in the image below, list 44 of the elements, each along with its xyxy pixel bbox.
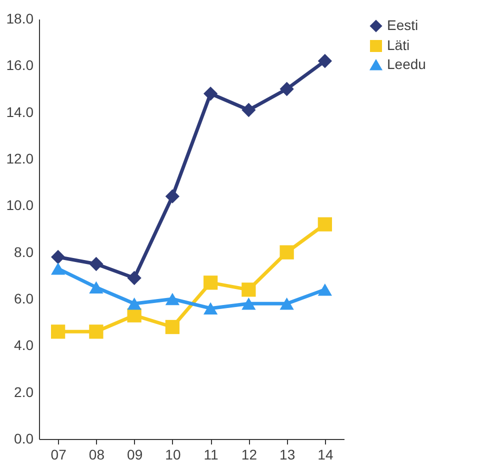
y-tick-label: 8.0 xyxy=(14,244,34,260)
point xyxy=(165,320,180,334)
point xyxy=(242,282,256,297)
point xyxy=(318,54,332,68)
point xyxy=(50,324,66,339)
point xyxy=(89,256,104,272)
y-tick-label: 4.0 xyxy=(14,337,34,354)
point xyxy=(89,324,104,339)
point xyxy=(89,281,104,294)
legend-label: Eesti xyxy=(387,17,418,33)
y-tick-label: 10.0 xyxy=(6,197,34,214)
point xyxy=(203,86,218,101)
y-tick-label: 14.0 xyxy=(6,104,34,120)
x-tick-label: 14 xyxy=(318,446,334,462)
y-tick-label: 0.0 xyxy=(14,430,34,446)
point xyxy=(280,82,294,96)
legend-label: Läti xyxy=(387,37,410,53)
y-tick-label: 2.0 xyxy=(14,384,34,400)
point xyxy=(50,262,66,275)
x-tick-label: 10 xyxy=(165,446,181,462)
point xyxy=(203,302,218,314)
point xyxy=(50,250,66,264)
legend-label: Leedu xyxy=(387,56,426,72)
x-tick-label: 09 xyxy=(127,446,143,462)
x-tick-label: 12 xyxy=(241,446,258,462)
point xyxy=(318,217,332,232)
point xyxy=(318,284,332,296)
point xyxy=(280,245,294,260)
y-tick-label: 16.0 xyxy=(6,57,34,74)
y-tick-label: 12.0 xyxy=(6,150,34,166)
point xyxy=(127,270,142,286)
point xyxy=(280,298,294,310)
x-tick-label: 08 xyxy=(88,446,105,462)
point xyxy=(203,276,218,290)
x-tick-label: 11 xyxy=(204,446,219,462)
x-tick-label: 13 xyxy=(280,446,296,462)
y-tick-label: 18.0 xyxy=(6,10,34,26)
point xyxy=(165,189,180,204)
point xyxy=(165,292,180,306)
x-tick-label: 07 xyxy=(50,446,67,462)
point xyxy=(242,102,256,118)
point xyxy=(127,298,142,310)
point xyxy=(242,298,256,310)
y-tick-label: 6.0 xyxy=(14,290,34,306)
